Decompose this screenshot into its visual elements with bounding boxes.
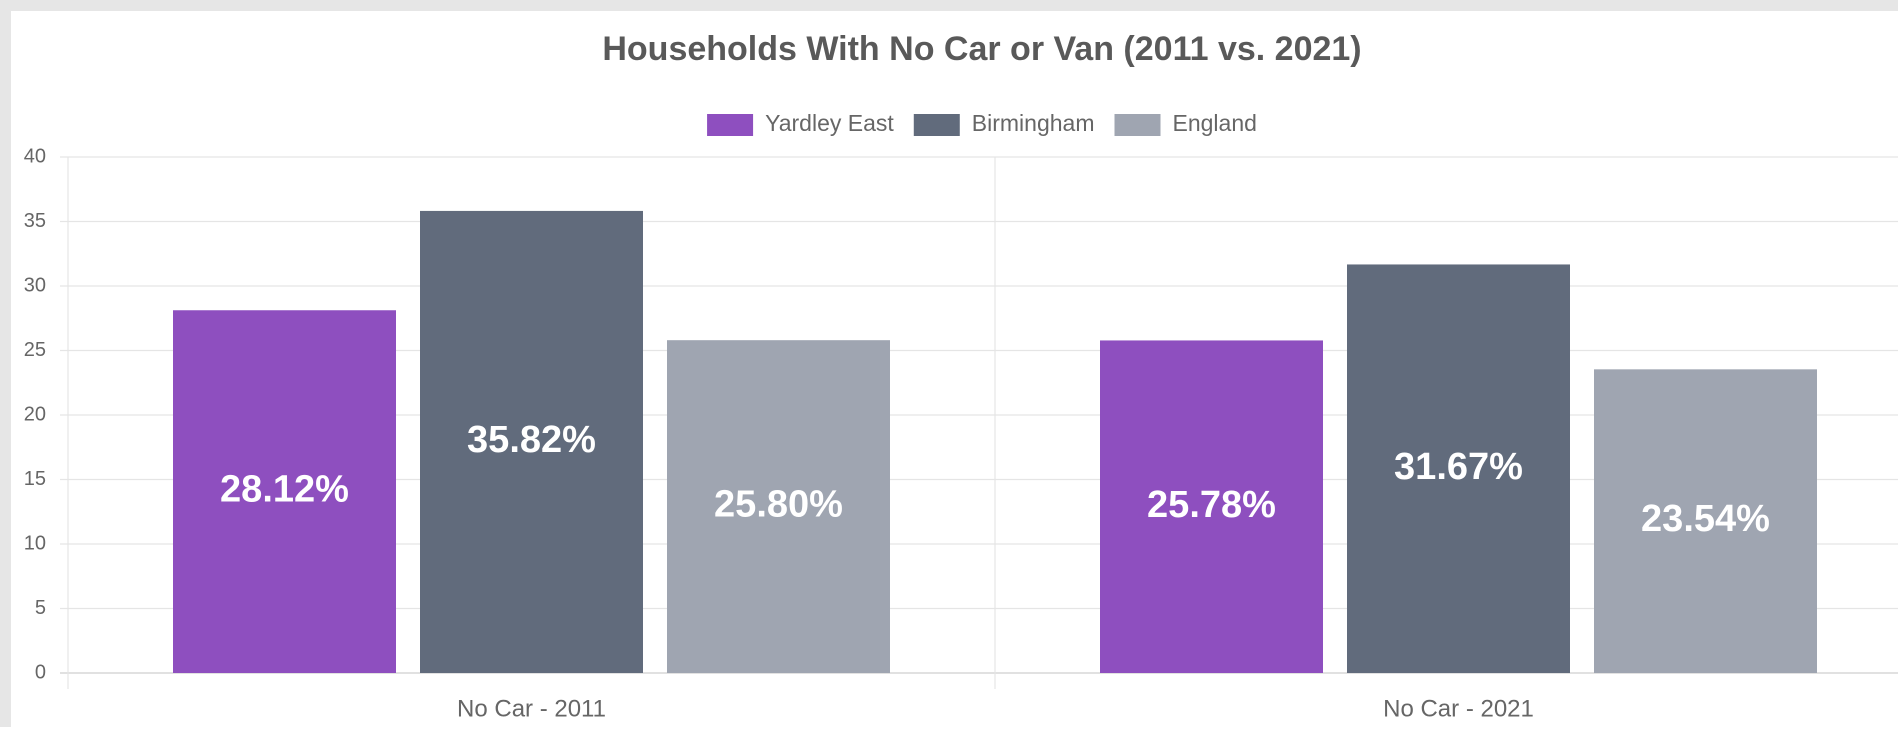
y-tick-label: 40 (24, 145, 46, 167)
bar (1100, 340, 1323, 673)
data-label: 25.78% (1147, 484, 1276, 526)
legend-label: England (1173, 110, 1257, 136)
y-tick-label: 5 (35, 597, 46, 619)
data-label: 31.67% (1394, 446, 1523, 488)
y-tick-label: 10 (24, 532, 46, 554)
y-tick-label: 25 (24, 339, 46, 361)
bar (1347, 264, 1570, 673)
bar (173, 310, 396, 673)
x-tick-label: No Car - 2011 (457, 695, 606, 722)
legend-swatch (1114, 114, 1161, 136)
data-label: 25.80% (714, 484, 843, 526)
x-tick-label: No Car - 2021 (1383, 695, 1534, 722)
legend-swatch (707, 114, 754, 136)
bar (1594, 369, 1817, 673)
y-tick-label: 20 (24, 403, 46, 425)
y-tick-label: 35 (24, 210, 46, 232)
chart-title: Households With No Car or Van (2011 vs. … (602, 30, 1361, 68)
legend-label: Yardley East (765, 110, 894, 136)
data-label: 35.82% (467, 419, 596, 461)
y-tick-label: 15 (24, 468, 46, 490)
legend-label: Birmingham (972, 110, 1095, 136)
y-tick-label: 30 (24, 274, 46, 296)
legend-swatch (913, 114, 960, 136)
data-label: 28.12% (220, 469, 349, 511)
bar (420, 210, 643, 673)
y-tick-label: 0 (35, 661, 46, 683)
bar (667, 340, 890, 673)
data-label: 23.54% (1641, 498, 1770, 540)
